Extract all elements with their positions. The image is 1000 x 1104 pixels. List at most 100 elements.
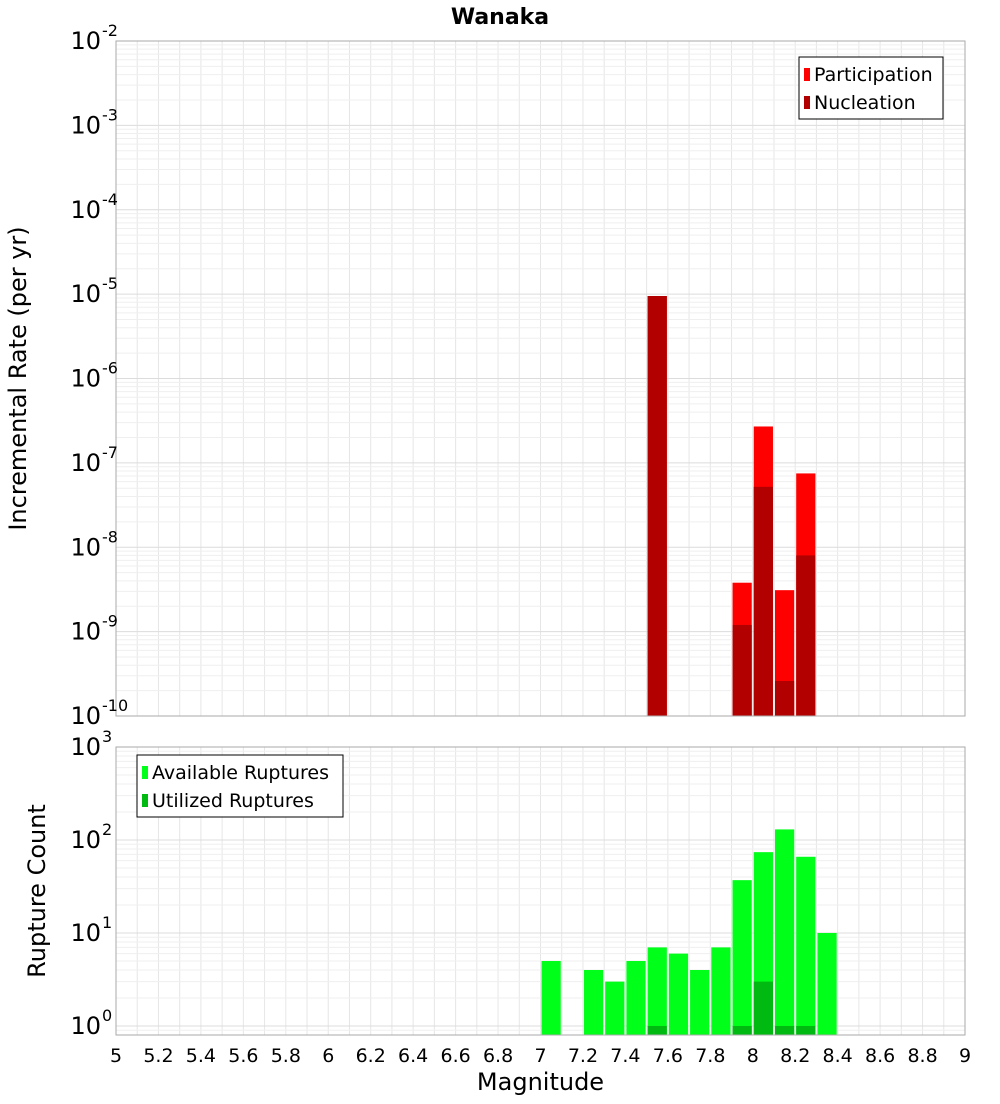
bar	[711, 947, 731, 1035]
y-tick-label: 10 -5	[70, 274, 118, 308]
x-tick-label: 5.4	[186, 1045, 216, 1067]
bar	[647, 947, 667, 1035]
legend-swatch	[804, 68, 810, 81]
y-tick-base: 10	[70, 733, 101, 761]
y-tick-exponent: -6	[102, 359, 118, 378]
x-tick-label: 7.6	[653, 1045, 683, 1067]
x-tick-label: 9	[959, 1045, 971, 1067]
legend-label: Utilized Ruptures	[152, 790, 314, 812]
legend-swatch	[804, 96, 810, 109]
y-tick-label: 10 -4	[70, 190, 118, 224]
x-tick-label: 6.2	[356, 1045, 386, 1067]
y-tick-base: 10	[70, 27, 101, 55]
x-tick-label: 5.2	[143, 1045, 173, 1067]
x-tick-label: 8.8	[907, 1045, 937, 1067]
y-axis-label: Incremental Rate (per yr)	[4, 226, 32, 530]
y-tick-label: 10 -7	[70, 443, 118, 477]
x-tick-label: 6.6	[440, 1045, 470, 1067]
bar	[647, 296, 667, 716]
y-axis-label: Rupture Count	[23, 804, 51, 978]
legend-label: Nucleation	[814, 92, 916, 114]
chart-title: Wanaka	[451, 5, 549, 30]
x-tick-label: 6.4	[398, 1045, 428, 1067]
bar	[796, 555, 816, 716]
y-tick-base: 10	[70, 111, 101, 139]
y-tick-label: 10 0	[70, 1006, 112, 1040]
series-available-ruptures	[541, 829, 837, 1035]
y-tick-base: 10	[70, 533, 101, 561]
y-tick-base: 10	[70, 196, 101, 224]
bar	[774, 1025, 795, 1035]
y-tick-label: 10 3	[70, 727, 112, 761]
bar	[774, 829, 795, 1035]
bar	[753, 486, 773, 716]
x-tick-label: 5.6	[228, 1045, 258, 1067]
legend-label: Participation	[814, 64, 933, 86]
y-tick-exponent: -4	[102, 190, 118, 209]
y-tick-label: 10 -8	[70, 527, 118, 561]
bar	[732, 1025, 752, 1035]
x-axis-label: Magnitude	[477, 1068, 604, 1096]
y-tick-base: 10	[70, 618, 101, 646]
bar	[753, 981, 773, 1035]
legend-box	[136, 754, 344, 818]
x-tick-label: 6.8	[483, 1045, 513, 1067]
x-tick-label: 7.4	[610, 1045, 640, 1067]
y-tick-exponent: -9	[102, 612, 118, 631]
y-tick-exponent: -5	[102, 274, 118, 293]
y-tick-label: 10 -10	[70, 696, 128, 730]
bar	[690, 969, 710, 1035]
bar	[647, 1025, 667, 1035]
series-nucleation	[647, 296, 816, 716]
series-utilized-ruptures	[647, 981, 816, 1035]
y-tick-exponent: -3	[102, 105, 118, 124]
y-tick-label: 10 2	[70, 820, 112, 854]
y-tick-base: 10	[70, 365, 101, 393]
plot-frame	[115, 746, 966, 1036]
y-tick-exponent: 1	[102, 913, 112, 932]
y-tick-base: 10	[70, 449, 101, 477]
x-tick-label: 8.2	[780, 1045, 810, 1067]
bar	[732, 624, 752, 716]
y-tick-label: 10 -2	[70, 21, 118, 55]
bar	[774, 680, 795, 716]
y-tick-exponent: -8	[102, 527, 118, 546]
x-tick-label: 8	[747, 1045, 759, 1067]
y-tick-base: 10	[70, 919, 101, 947]
bar	[796, 856, 816, 1035]
grid	[115, 41, 966, 717]
x-tick-label: 7.2	[568, 1045, 598, 1067]
legend: Available Ruptures Utilized Ruptures	[136, 754, 344, 818]
legend-swatch	[142, 794, 148, 807]
y-tick-label: 10 -9	[70, 612, 118, 646]
y-tick-base: 10	[70, 826, 101, 854]
y-tick-exponent: 0	[102, 1006, 112, 1025]
bar	[817, 932, 837, 1035]
y-tick-label: 10 1	[70, 913, 112, 947]
y-tick-label: 10 -6	[70, 359, 118, 393]
y-tick-exponent: 2	[102, 820, 112, 839]
legend-swatch	[142, 766, 148, 779]
bar	[668, 953, 689, 1035]
x-tick-label: 7.8	[695, 1045, 725, 1067]
bar	[541, 960, 561, 1035]
y-tick-exponent: -2	[102, 21, 118, 40]
y-tick-exponent: 3	[102, 727, 112, 746]
bar	[732, 880, 752, 1035]
legend-box	[798, 56, 944, 120]
x-tick-label: 8.4	[823, 1045, 853, 1067]
x-tick-label: 5.8	[271, 1045, 301, 1067]
bar	[626, 960, 646, 1035]
legend-label: Available Ruptures	[152, 762, 329, 784]
y-tick-base: 10	[70, 702, 101, 730]
bar	[605, 981, 625, 1035]
legend: Participation Nucleation	[798, 56, 944, 120]
y-tick-base: 10	[70, 1012, 101, 1040]
x-tick-label: 6	[322, 1045, 334, 1067]
y-tick-exponent: -10	[102, 696, 128, 715]
y-tick-exponent: -7	[102, 443, 118, 462]
